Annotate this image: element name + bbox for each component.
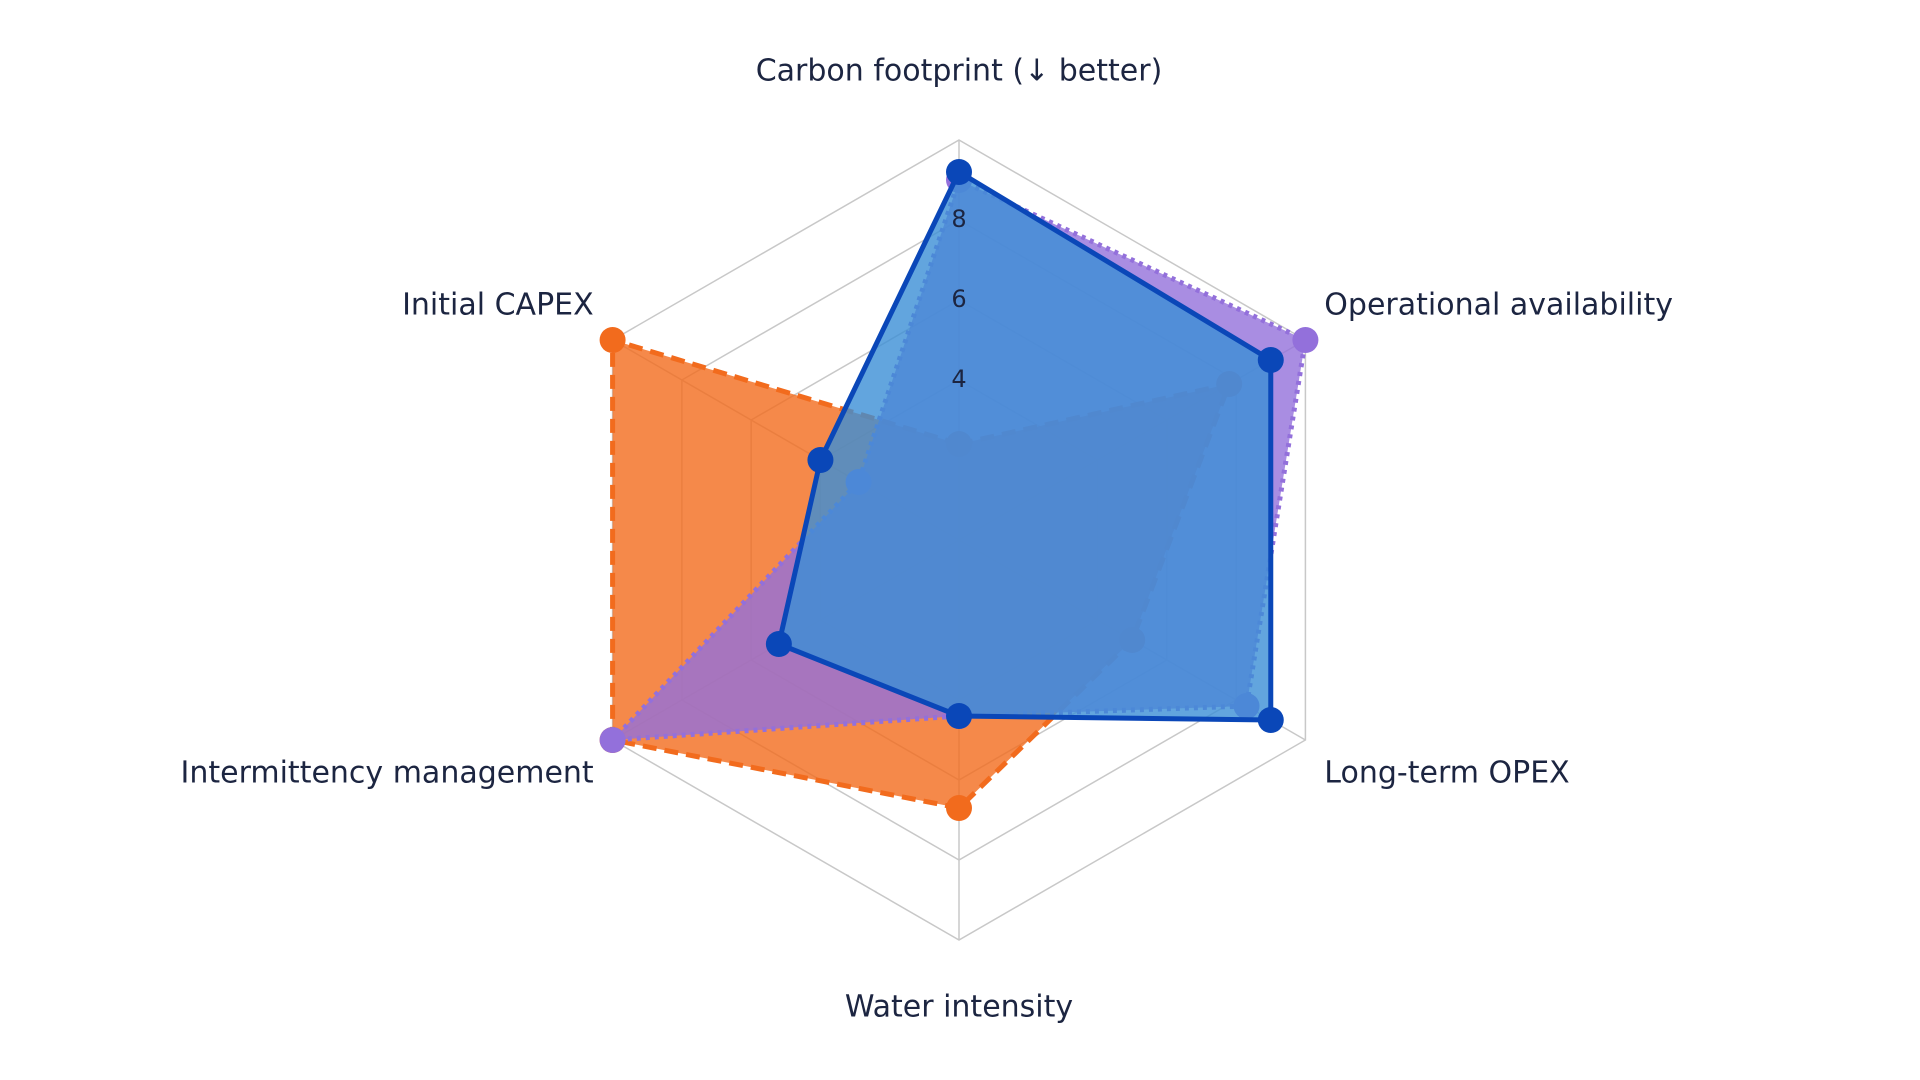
marker xyxy=(599,727,626,753)
marker xyxy=(807,447,834,473)
axis-label: Initial CAPEX xyxy=(402,288,594,323)
marker xyxy=(946,703,972,729)
marker xyxy=(1257,707,1284,733)
marker xyxy=(599,327,626,353)
axis-label: Carbon footprint (↓ better) xyxy=(756,54,1163,89)
marker xyxy=(946,159,972,185)
marker xyxy=(1257,347,1284,373)
tick-label: 4 xyxy=(951,365,966,393)
marker xyxy=(765,631,792,657)
tick-label: 6 xyxy=(951,285,966,313)
axis-label: Water intensity xyxy=(845,990,1073,1025)
marker xyxy=(1292,327,1319,353)
axis-label: Operational availability xyxy=(1324,288,1673,323)
tick-label: 8 xyxy=(951,205,966,233)
series-area xyxy=(776,169,1274,723)
marker xyxy=(946,795,972,821)
axis-label: Intermittency management xyxy=(180,756,593,791)
axis-label: Long-term OPEX xyxy=(1324,756,1569,791)
